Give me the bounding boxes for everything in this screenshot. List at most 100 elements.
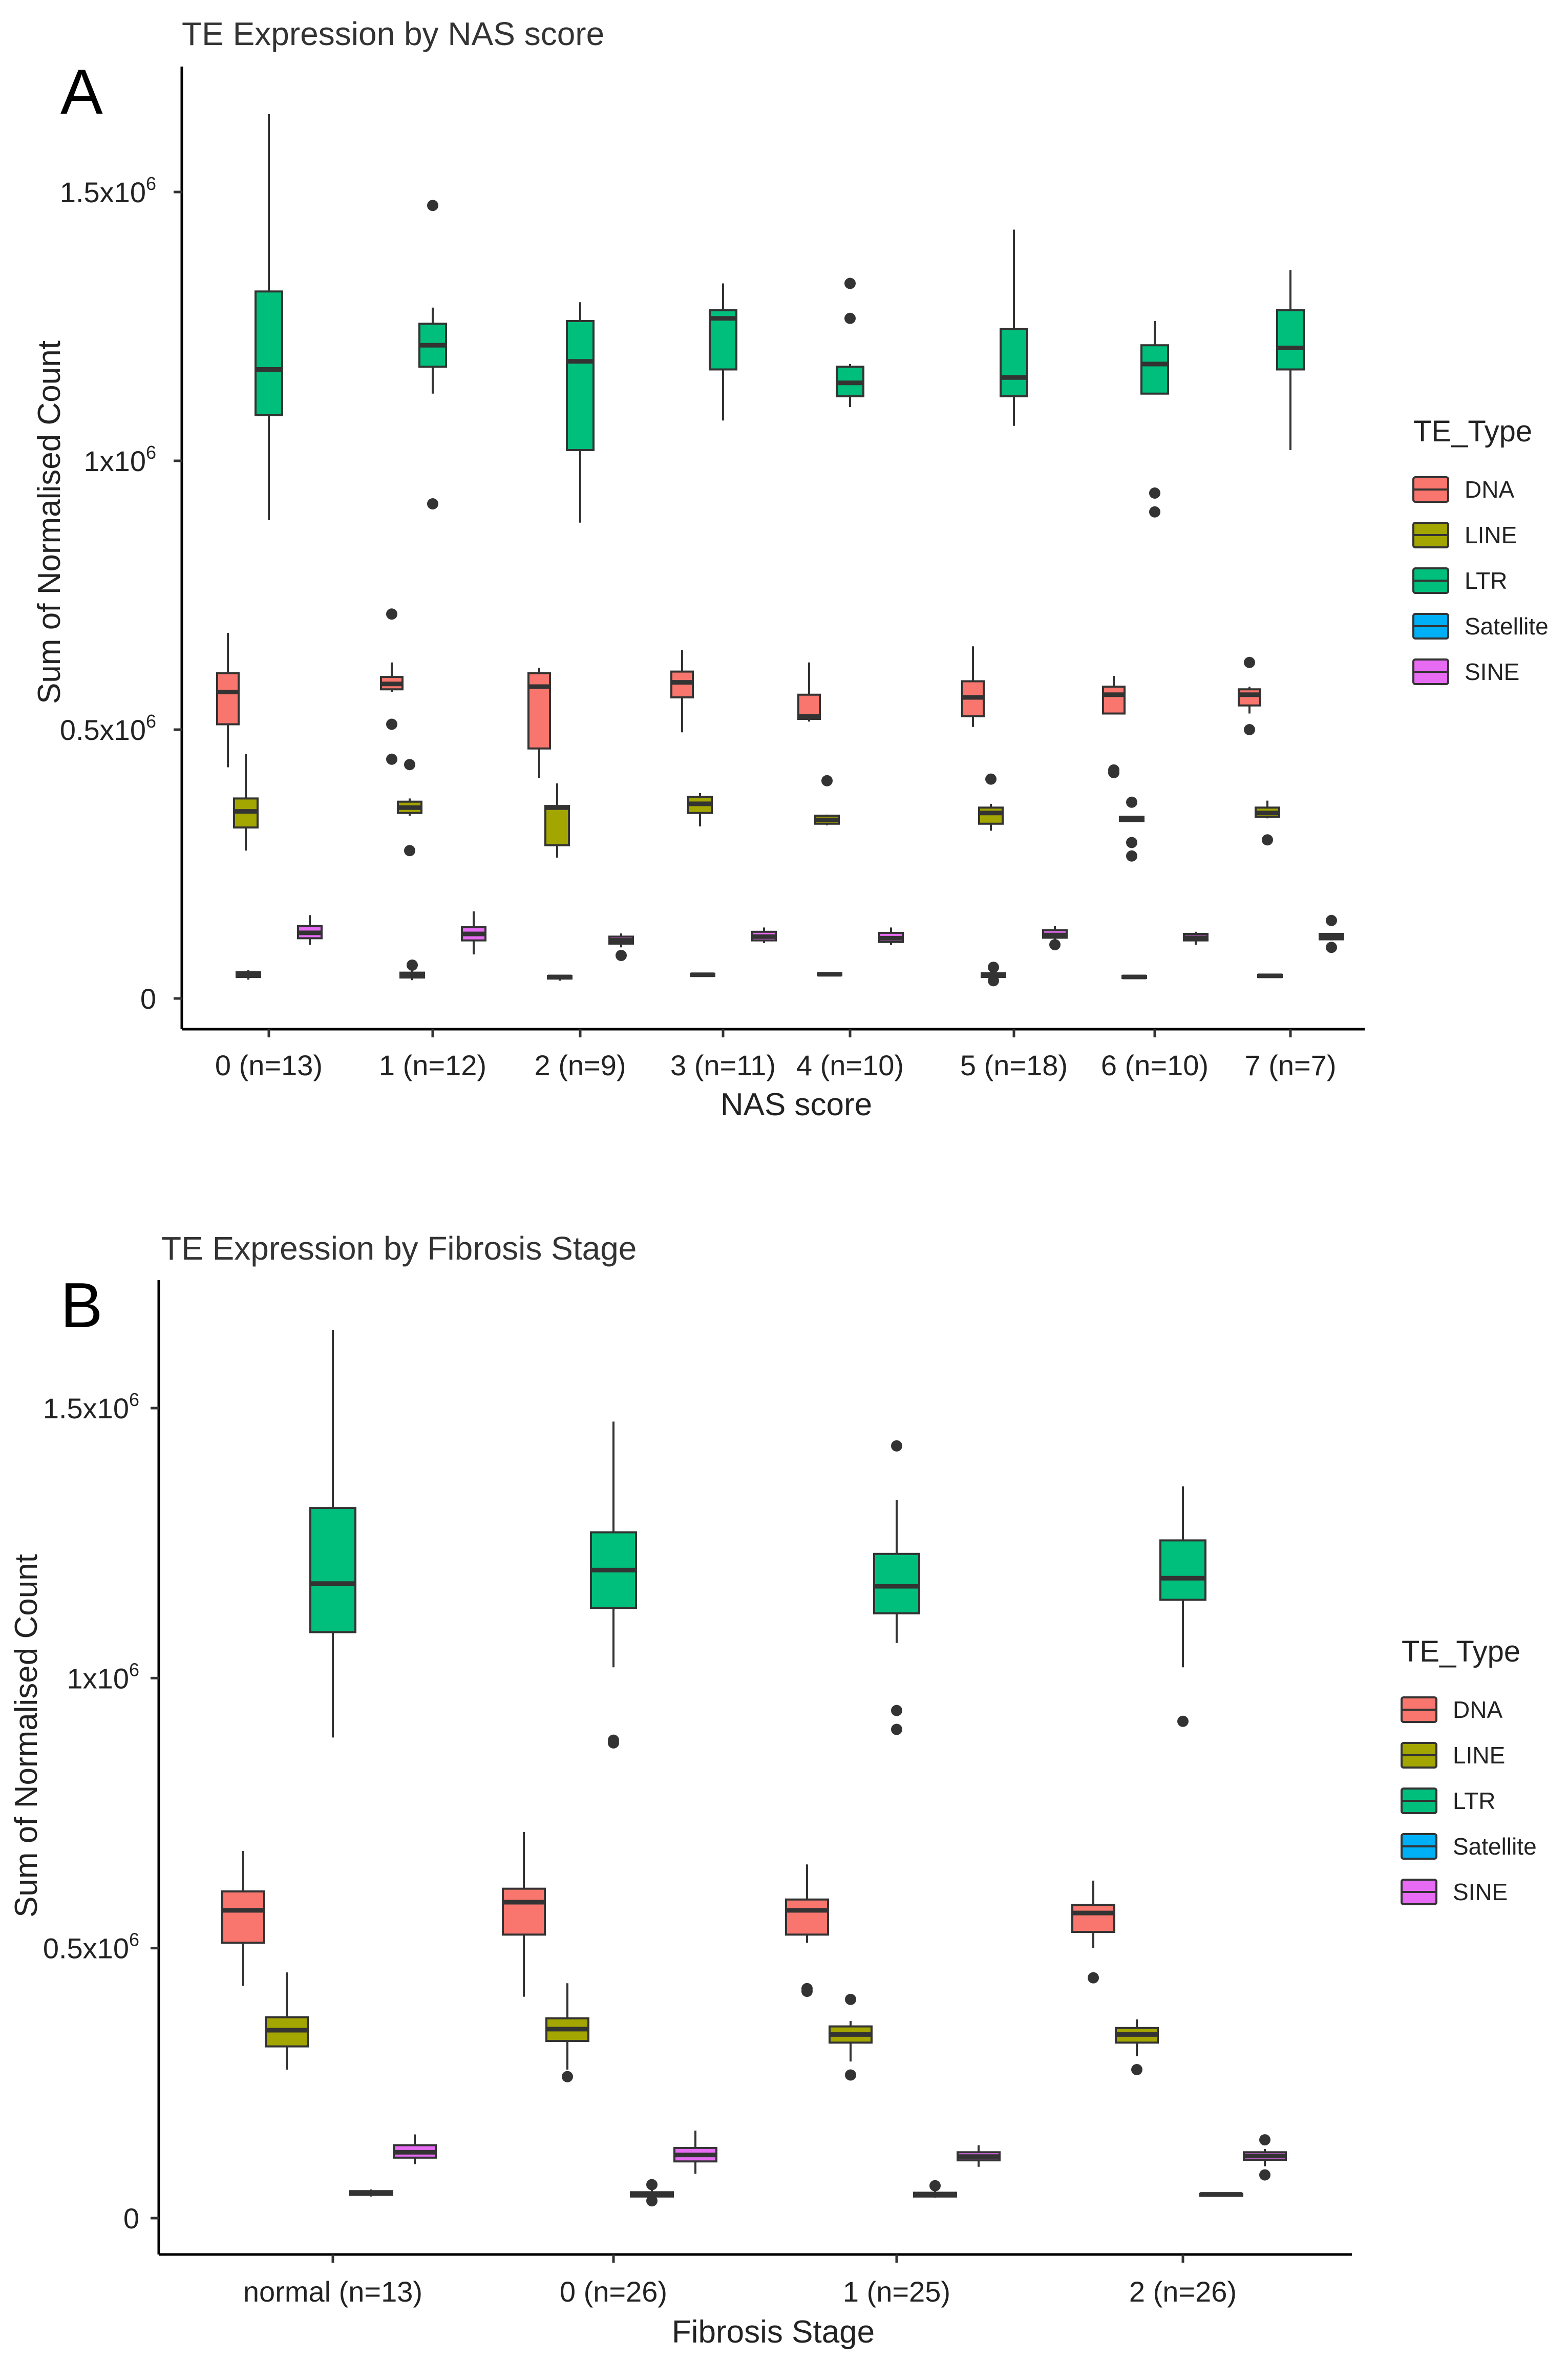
- outlier-point: [891, 1705, 902, 1716]
- box-dna: [1102, 676, 1126, 778]
- outlier-point: [844, 312, 856, 324]
- outlier-point: [1126, 796, 1137, 808]
- y-tick-base: 1.5x10: [60, 176, 146, 208]
- outlier-point: [646, 2179, 658, 2190]
- x-tick-label: 4 (n=10): [796, 1049, 904, 1081]
- box-iqr: [873, 1552, 920, 1614]
- legend-item-dna: DNA: [1401, 1696, 1502, 1723]
- box-line: [233, 754, 259, 851]
- box-iqr: [566, 320, 595, 451]
- box-iqr: [1102, 686, 1126, 715]
- box-iqr: [1238, 688, 1261, 707]
- x-tick-label: 2 (n=9): [535, 1049, 626, 1081]
- box-satellite: [399, 959, 425, 981]
- panel-a-letter: A: [60, 57, 103, 127]
- y-tick-base: 0: [140, 983, 156, 1015]
- box-sine: [393, 2134, 437, 2164]
- x-tick-label: 6 (n=10): [1101, 1049, 1209, 1081]
- box-ltr: [566, 302, 595, 523]
- box-line: [545, 1983, 589, 2082]
- outlier-point: [1131, 2063, 1142, 2075]
- box-dna: [1071, 1880, 1115, 1984]
- panel-b: TE Expression by Fibrosis Stage B Fibros…: [9, 1230, 1537, 2350]
- box-iqr: [978, 806, 1004, 825]
- legend-item-satellite: Satellite: [1412, 613, 1549, 640]
- outlier-point: [988, 962, 999, 973]
- outlier-point: [844, 278, 856, 289]
- box-ltr: [1140, 321, 1169, 518]
- box-ltr: [1000, 229, 1028, 426]
- x-tick-label: 7 (n=7): [1245, 1049, 1337, 1081]
- y-tick-label: 1x106: [84, 442, 156, 477]
- x-tick-label: 1 (n=25): [843, 2275, 950, 2308]
- outlier-point: [1049, 939, 1061, 950]
- box-iqr: [502, 1887, 546, 1936]
- outlier-point: [985, 773, 997, 785]
- box-satellite: [547, 974, 573, 981]
- y-tick-label: 0.5x106: [43, 1929, 139, 1965]
- box-sine: [1042, 926, 1068, 950]
- box-dna: [216, 633, 240, 768]
- box-iqr: [221, 1890, 265, 1944]
- legend-label-satellite: Satellite: [1453, 1833, 1537, 1860]
- y-tick-label: 1.5x106: [60, 173, 156, 208]
- outlier-point: [801, 1986, 813, 1997]
- legend-item-line: LINE: [1412, 522, 1517, 548]
- box-iqr: [1159, 1539, 1206, 1601]
- box-satellite: [1257, 973, 1283, 978]
- outlier-point: [427, 498, 438, 509]
- box-iqr: [785, 1898, 829, 1936]
- x-tick-label: 2 (n=26): [1129, 2275, 1237, 2308]
- legend-item-satellite: Satellite: [1401, 1833, 1537, 1860]
- outlier-point: [1244, 724, 1255, 735]
- y-tick-label: 0: [140, 983, 156, 1015]
- box-dna: [785, 1864, 829, 1997]
- outlier-point: [1326, 942, 1337, 953]
- legend-label-dna: DNA: [1453, 1696, 1502, 1723]
- panel-a-x-axis-title: NAS score: [721, 1087, 872, 1122]
- box-satellite: [981, 962, 1006, 987]
- legend-item-ltr: LTR: [1401, 1788, 1496, 1814]
- outlier-point: [1244, 656, 1255, 668]
- box-dna: [670, 650, 694, 733]
- box-sine: [957, 2145, 1001, 2167]
- box-satellite: [349, 2189, 393, 2197]
- box-line: [397, 759, 422, 857]
- box-sine: [297, 915, 323, 945]
- box-sine: [1243, 2134, 1287, 2181]
- x-tick-label: 0 (n=26): [560, 2275, 667, 2308]
- box-line: [829, 1993, 873, 2081]
- y-tick-label: 0: [123, 2202, 139, 2235]
- panel-b-letter: B: [60, 1270, 103, 1341]
- outlier-point: [386, 753, 397, 765]
- outlier-point: [427, 200, 438, 211]
- x-tick-label: normal (n=13): [243, 2275, 422, 2308]
- y-tick-base: 1x10: [84, 445, 146, 477]
- box-dna: [961, 646, 985, 727]
- panel-a-legend-title: TE_Type: [1413, 415, 1532, 448]
- y-tick-label: 1.5x106: [43, 1389, 139, 1424]
- outlier-point: [646, 2195, 658, 2207]
- box-line: [265, 1972, 309, 2070]
- outlier-point: [891, 1440, 902, 1452]
- legend-item-sine: SINE: [1412, 658, 1519, 685]
- y-tick-exponent: 6: [129, 1659, 139, 1680]
- box-ltr: [873, 1440, 920, 1735]
- box-iqr: [544, 805, 570, 846]
- legend-label-sine: SINE: [1465, 658, 1519, 685]
- y-tick-exponent: 6: [146, 442, 156, 463]
- box-sine: [608, 933, 634, 961]
- outlier-point: [845, 2069, 856, 2081]
- box-line: [978, 773, 1004, 831]
- legend-label-dna: DNA: [1465, 476, 1514, 503]
- outlier-point: [1108, 767, 1119, 778]
- y-tick-base: 1x10: [67, 1662, 129, 1694]
- box-satellite: [630, 2179, 674, 2207]
- panel-b-axes: 0 0.5x106 1x106 1.5x106 normal (n=13) 0 (n=26…: [43, 1280, 1352, 2308]
- y-tick-base: 0.5x10: [43, 1932, 129, 1965]
- box-iqr: [309, 1507, 356, 1633]
- legend-label-ltr: LTR: [1465, 567, 1508, 594]
- box-iqr: [216, 672, 240, 726]
- panel-a-legend: TE_Type DNA LINE LTR Satellite: [1412, 415, 1549, 685]
